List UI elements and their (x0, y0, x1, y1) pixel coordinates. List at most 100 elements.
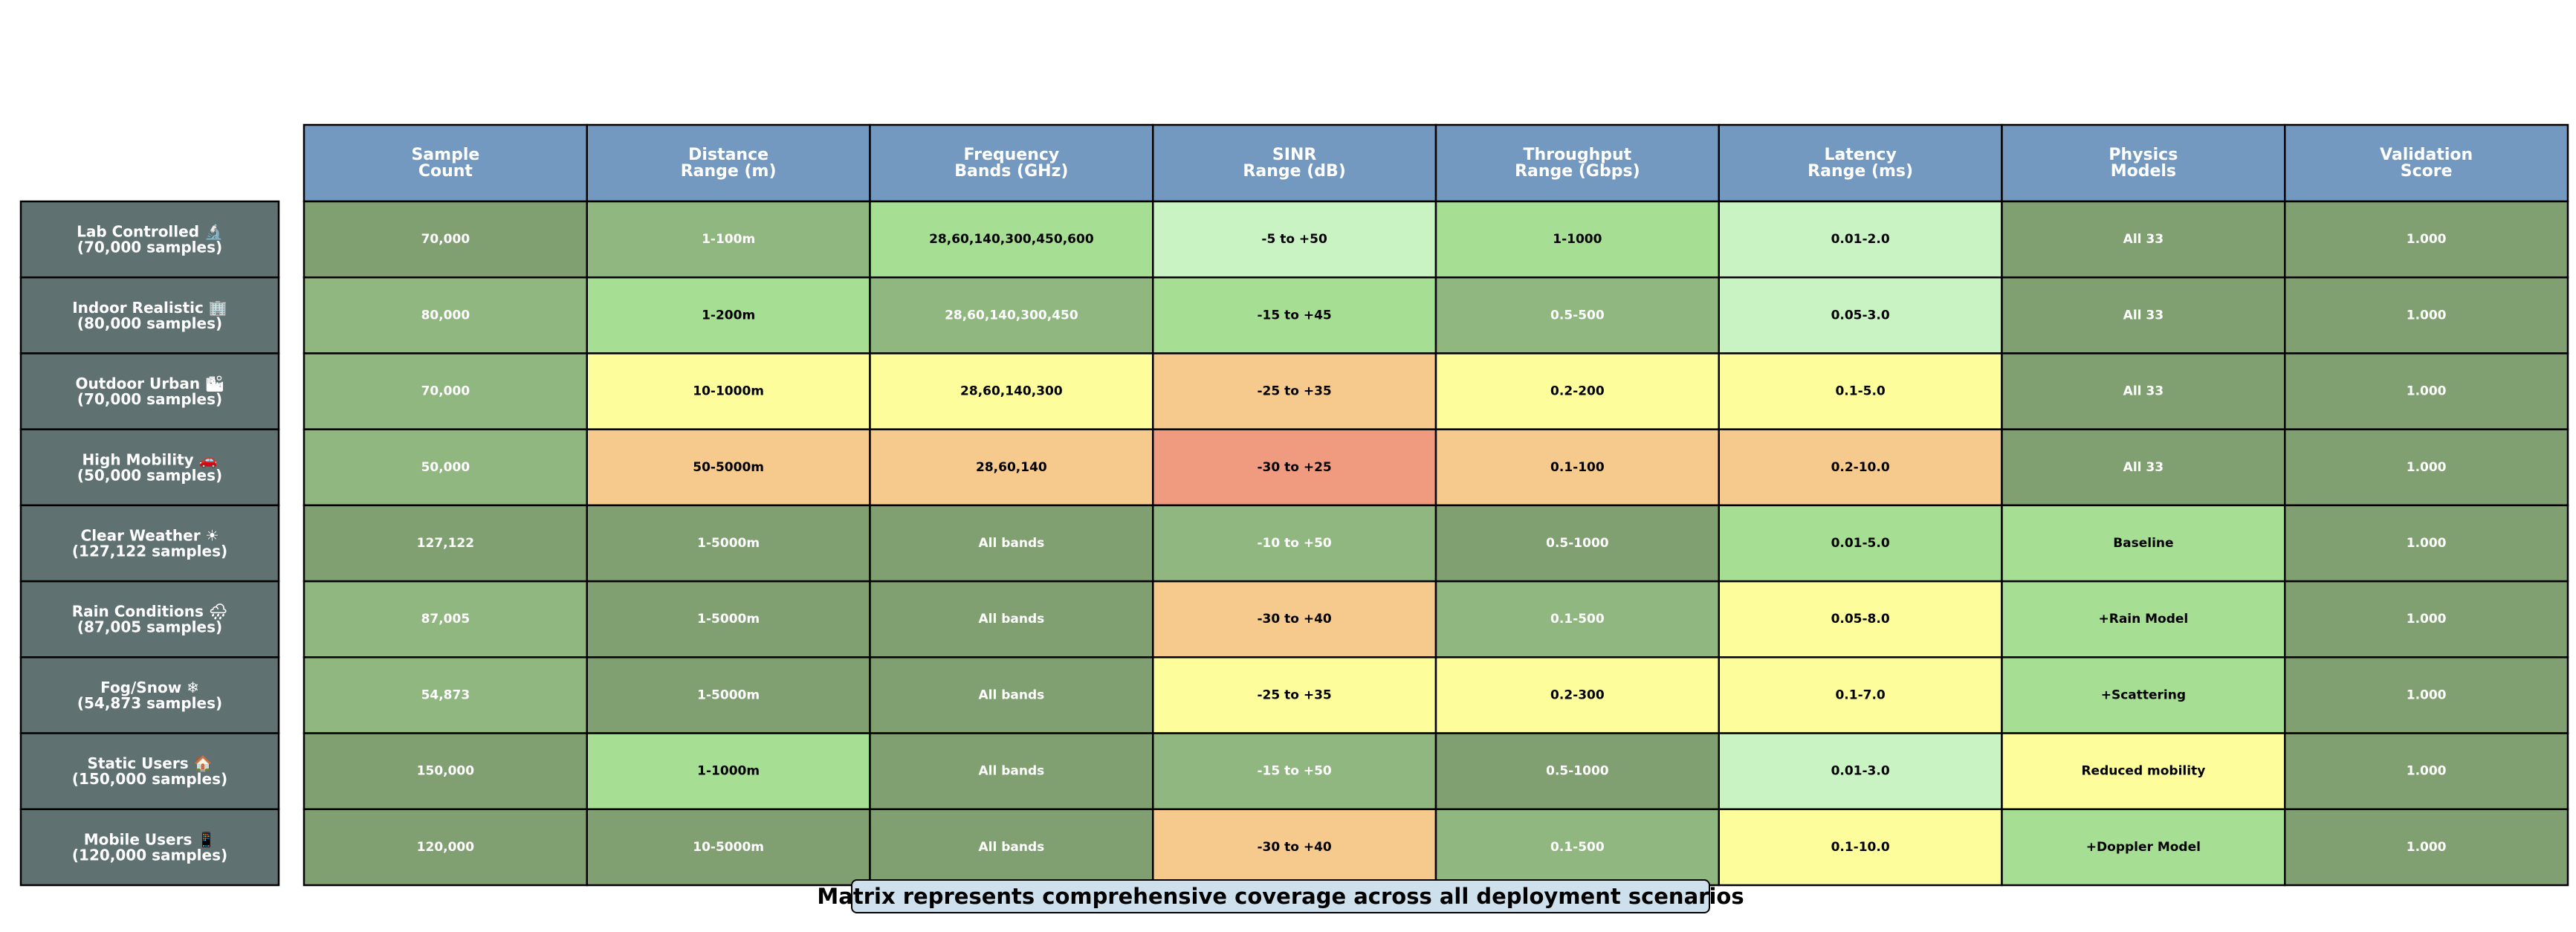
matrix-cell (586, 732, 871, 811)
matrix-cell-value: 10-5000m (693, 840, 764, 855)
column-header-label: Latency Range (ms) (1808, 146, 1913, 181)
matrix-cell-value: -30 to +40 (1257, 840, 1331, 855)
matrix-cell-value: 28,60,140,300 (960, 384, 1063, 399)
matrix-cell (1152, 352, 1437, 430)
matrix-cell-value: 0.1-100 (1550, 460, 1605, 475)
matrix-cell (302, 732, 588, 811)
matrix-cell (586, 504, 871, 583)
matrix-cell (869, 808, 1154, 887)
matrix-cell-value: 28,60,140 (976, 460, 1047, 475)
column-header (869, 123, 1154, 203)
matrix-cell (302, 808, 588, 887)
matrix-cell (869, 200, 1154, 279)
matrix-cell-value: 0.1-500 (1550, 612, 1605, 627)
matrix-cell-value: 1-5000m (697, 612, 760, 627)
matrix-cell-value: 70,000 (421, 232, 470, 247)
matrix-cell-value: 0.2-300 (1550, 687, 1605, 702)
matrix-cell-value: -25 to +35 (1257, 687, 1331, 702)
matrix-cell (1718, 580, 2003, 658)
matrix-cell-value: 0.01-3.0 (1831, 764, 1890, 779)
row-label-text: Lab Controlled 🔬 (70,000 samples) (77, 223, 223, 256)
matrix-cell-value: 0.01-2.0 (1831, 232, 1890, 247)
matrix-cell-value: 150,000 (417, 764, 475, 779)
matrix-cell-value: 1.000 (2407, 764, 2447, 779)
matrix-cell-value: 1.000 (2407, 460, 2447, 475)
row-label (19, 276, 280, 355)
matrix-cell-value: 0.5-500 (1550, 308, 1605, 323)
matrix-cell (1434, 732, 1720, 811)
matrix-cell-value: 0.2-10.0 (1831, 460, 1890, 475)
matrix-cell-value: 50,000 (421, 460, 470, 475)
matrix-cell-value: All 33 (2123, 232, 2164, 247)
matrix-cell (1434, 428, 1720, 507)
matrix-cell-value: 0.5-1000 (1546, 536, 1609, 551)
row-label-text: Rain Conditions 🌧 (87,005 samples) (72, 603, 227, 636)
matrix-cell-value: 1-200m (702, 308, 755, 323)
matrix-cell-value: 0.1-10.0 (1831, 840, 1890, 855)
row-label-text: Outdoor Urban 🏙 (70,000 samples) (76, 375, 224, 408)
matrix-cell (869, 732, 1154, 811)
matrix-cell (1434, 504, 1720, 583)
matrix-cell-value: 54,873 (421, 687, 470, 702)
matrix-cell-value: 1.000 (2407, 687, 2447, 702)
matrix-cell-value: All bands (978, 687, 1044, 702)
matrix-cell (302, 504, 588, 583)
matrix-cell (586, 428, 871, 507)
matrix-cell-value: 80,000 (421, 308, 470, 323)
matrix-cell-value: 0.5-1000 (1546, 764, 1609, 779)
column-header-label: Physics Models (2109, 146, 2178, 181)
column-header-label: Throughput Range (Gbps) (1515, 146, 1640, 181)
matrix-cell-value: All bands (978, 536, 1044, 551)
matrix-cell (1718, 276, 2003, 355)
column-header (2001, 123, 2286, 203)
matrix-cell-value: +Doppler Model (2086, 840, 2201, 855)
matrix-cell (2284, 504, 2569, 583)
matrix-cell-value: -15 to +45 (1257, 308, 1331, 323)
row-label (19, 352, 280, 430)
matrix-cell (1718, 200, 2003, 279)
matrix-cell-value: All 33 (2123, 384, 2164, 399)
row-label (19, 580, 280, 658)
matrix-cell (1152, 808, 1437, 887)
matrix-cell (2284, 656, 2569, 734)
matrix-cell (2284, 276, 2569, 355)
row-label (19, 656, 280, 734)
matrix-cell-value: -10 to +50 (1257, 536, 1331, 551)
matrix-cell-value: Baseline (2113, 536, 2173, 551)
matrix-cell-value: All bands (978, 840, 1044, 855)
matrix-cell (2001, 276, 2286, 355)
matrix-cell (2284, 580, 2569, 658)
matrix-cell (1434, 808, 1720, 887)
row-label-text: Clear Weather ☀ (127,122 samples) (72, 527, 227, 560)
matrix-cell (869, 656, 1154, 734)
matrix-cell (869, 428, 1154, 507)
matrix-cell-value: 1.000 (2407, 612, 2447, 627)
column-header (1718, 123, 2003, 203)
row-label (19, 428, 280, 507)
matrix-cell (2284, 732, 2569, 811)
matrix-cell-value: All bands (978, 612, 1044, 627)
matrix-cell-value: 1-100m (702, 232, 755, 247)
matrix-cell (2001, 504, 2286, 583)
matrix-cell-value: 50-5000m (693, 460, 764, 475)
matrix-cell (1152, 276, 1437, 355)
row-label (19, 200, 280, 279)
matrix-cell-value: 0.2-200 (1550, 384, 1605, 399)
matrix-cell-value: -5 to +50 (1261, 232, 1327, 247)
matrix-cell-value: +Rain Model (2098, 612, 2188, 627)
matrix-cell (1152, 200, 1437, 279)
matrix-cell (1718, 504, 2003, 583)
matrix-cell-value: 1.000 (2407, 384, 2447, 399)
matrix-cell-value: -25 to +35 (1257, 384, 1331, 399)
row-label (19, 732, 280, 811)
row-label-text: Indoor Realistic 🏢 (80,000 samples) (72, 299, 227, 332)
matrix-cell (2001, 428, 2286, 507)
matrix-cell (1718, 428, 2003, 507)
matrix-cell (1434, 656, 1720, 734)
matrix-cell (2284, 200, 2569, 279)
column-header (302, 123, 588, 203)
column-header-label: Validation Score (2380, 146, 2473, 181)
matrix-cell-value: 0.05-8.0 (1831, 612, 1890, 627)
matrix-cell-value: 28,60,140,300,450,600 (929, 232, 1094, 247)
